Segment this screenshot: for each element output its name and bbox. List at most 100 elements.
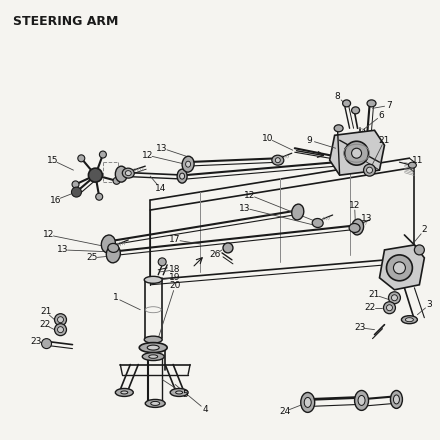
Ellipse shape [352, 107, 359, 114]
Circle shape [158, 258, 166, 266]
Ellipse shape [101, 235, 115, 253]
Text: 14: 14 [154, 183, 166, 193]
Circle shape [58, 326, 63, 333]
Text: 4: 4 [202, 405, 208, 414]
Circle shape [386, 255, 412, 281]
Text: 16: 16 [50, 195, 61, 205]
Ellipse shape [367, 100, 376, 107]
Text: 17: 17 [169, 235, 181, 245]
Ellipse shape [177, 169, 187, 183]
Text: 20: 20 [169, 281, 181, 290]
Text: 12: 12 [142, 151, 153, 160]
Text: STEERING ARM: STEERING ARM [13, 15, 118, 28]
Ellipse shape [108, 243, 119, 253]
Text: 19: 19 [169, 273, 181, 282]
Ellipse shape [182, 156, 194, 172]
Text: 12: 12 [43, 231, 54, 239]
Text: 3: 3 [426, 300, 432, 309]
Text: 5: 5 [182, 390, 188, 399]
Ellipse shape [149, 355, 158, 358]
Text: 23: 23 [30, 337, 41, 346]
Circle shape [414, 245, 424, 255]
Text: 7: 7 [387, 101, 392, 110]
Circle shape [78, 155, 85, 162]
Circle shape [72, 181, 79, 188]
Ellipse shape [358, 396, 365, 405]
Ellipse shape [304, 397, 311, 407]
Text: 12: 12 [244, 191, 256, 200]
Circle shape [96, 193, 103, 200]
Ellipse shape [349, 224, 360, 232]
Ellipse shape [292, 204, 304, 220]
Ellipse shape [401, 315, 418, 324]
Circle shape [88, 168, 103, 182]
Ellipse shape [301, 392, 315, 412]
Ellipse shape [115, 166, 127, 182]
Polygon shape [330, 130, 385, 175]
Ellipse shape [142, 352, 164, 360]
Ellipse shape [393, 395, 400, 404]
Ellipse shape [139, 343, 167, 352]
Circle shape [71, 187, 81, 197]
Circle shape [41, 339, 51, 348]
Ellipse shape [343, 100, 351, 107]
Text: 21: 21 [40, 307, 51, 316]
Ellipse shape [355, 390, 369, 411]
Ellipse shape [275, 158, 280, 163]
Ellipse shape [147, 345, 159, 350]
Circle shape [363, 164, 375, 176]
Ellipse shape [125, 171, 131, 176]
Polygon shape [379, 245, 424, 290]
Ellipse shape [115, 389, 133, 396]
Text: 10: 10 [262, 134, 274, 143]
Text: 21: 21 [379, 136, 390, 145]
Circle shape [113, 177, 120, 184]
Text: 18: 18 [169, 265, 181, 275]
Text: 1: 1 [113, 293, 118, 302]
Ellipse shape [151, 401, 160, 405]
Ellipse shape [390, 390, 403, 408]
Text: 24: 24 [279, 407, 290, 416]
Text: 22: 22 [364, 303, 375, 312]
Circle shape [392, 295, 397, 301]
Text: 12: 12 [349, 201, 360, 209]
Ellipse shape [145, 400, 165, 407]
Ellipse shape [312, 219, 323, 227]
Text: 15: 15 [47, 156, 58, 165]
Text: 8: 8 [335, 92, 341, 101]
Circle shape [386, 305, 392, 311]
Circle shape [345, 141, 369, 165]
Ellipse shape [106, 245, 121, 263]
Ellipse shape [176, 391, 183, 394]
Ellipse shape [170, 389, 188, 396]
Text: 2: 2 [422, 225, 427, 235]
Circle shape [367, 167, 373, 173]
Ellipse shape [272, 155, 284, 165]
Text: 13: 13 [157, 144, 168, 153]
Circle shape [393, 262, 405, 274]
Circle shape [389, 292, 400, 304]
Circle shape [223, 243, 233, 253]
Ellipse shape [144, 276, 162, 283]
Text: 22: 22 [39, 320, 50, 329]
Circle shape [55, 324, 66, 336]
Text: 6: 6 [378, 111, 385, 120]
Ellipse shape [334, 125, 343, 132]
Ellipse shape [405, 318, 414, 322]
Circle shape [55, 314, 66, 326]
Circle shape [99, 151, 106, 158]
Ellipse shape [144, 336, 162, 343]
Ellipse shape [408, 162, 416, 168]
Circle shape [58, 317, 63, 323]
Text: 13: 13 [57, 246, 68, 254]
Text: 9: 9 [307, 136, 312, 145]
Text: 26: 26 [209, 250, 221, 260]
Text: 11: 11 [412, 156, 423, 165]
Ellipse shape [122, 168, 134, 178]
Text: 25: 25 [87, 253, 98, 262]
Text: 21: 21 [369, 290, 380, 299]
Text: 13: 13 [361, 213, 372, 223]
Ellipse shape [121, 391, 128, 394]
Ellipse shape [186, 161, 191, 167]
Ellipse shape [352, 219, 363, 235]
